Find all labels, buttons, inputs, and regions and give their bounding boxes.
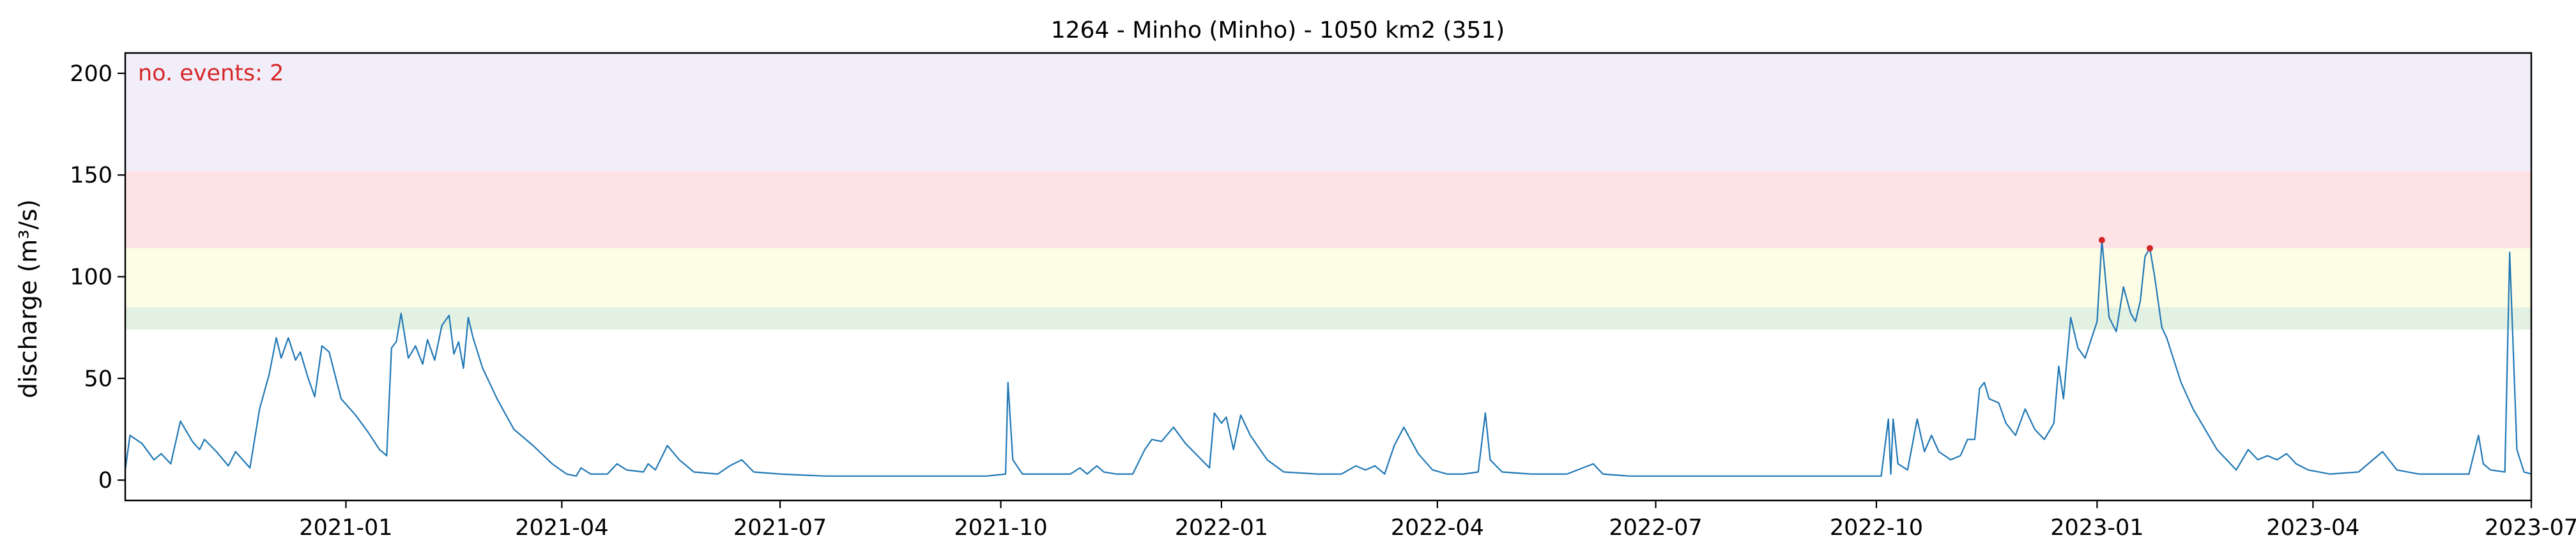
threshold-band-0 <box>125 307 2531 330</box>
x-tick-label: 2021-07 <box>733 515 827 541</box>
threshold-band-2 <box>125 170 2531 248</box>
y-axis-label: discharge (m³/s) <box>14 199 42 398</box>
x-tick-label: 2021-10 <box>954 515 1047 541</box>
chart-title: 1264 - Minho (Minho) - 1050 km2 (351) <box>1051 17 1505 43</box>
threshold-band-1 <box>125 248 2531 308</box>
threshold-bands <box>125 53 2531 330</box>
plot-frame <box>124 52 2533 502</box>
y-tick-label: 200 <box>70 61 112 87</box>
events-count-annotation: no. events: 2 <box>138 61 284 86</box>
y-tick-label: 0 <box>98 468 112 493</box>
x-tick-label: 2021-04 <box>515 515 608 541</box>
x-tick-label: 2022-04 <box>1391 515 1484 541</box>
x-tick-label: 2023-01 <box>2050 515 2143 541</box>
event-marker <box>2146 244 2153 252</box>
y-tick-label: 50 <box>84 366 112 392</box>
x-tick-label: 2023-04 <box>2266 515 2359 541</box>
x-tick-label: 2021-01 <box>299 515 392 541</box>
x-tick-label: 2022-10 <box>1830 515 1923 541</box>
event-marker <box>2098 237 2105 244</box>
event-markers <box>2098 237 2153 252</box>
x-tick-label: 2022-01 <box>1175 515 1268 541</box>
x-tick-label: 2022-07 <box>1609 515 1702 541</box>
x-axis: 2021-01 2021-04 2021-07 2021-10 2022-01 2022-… <box>299 500 2576 541</box>
threshold-band-3 <box>125 53 2531 171</box>
x-tick-label: 2023-07 <box>2485 515 2576 541</box>
y-tick-label: 100 <box>70 265 112 290</box>
y-axis: 0 50 100 150 200 <box>70 61 125 493</box>
y-tick-label: 150 <box>70 163 112 188</box>
discharge-series-line <box>124 239 2532 477</box>
